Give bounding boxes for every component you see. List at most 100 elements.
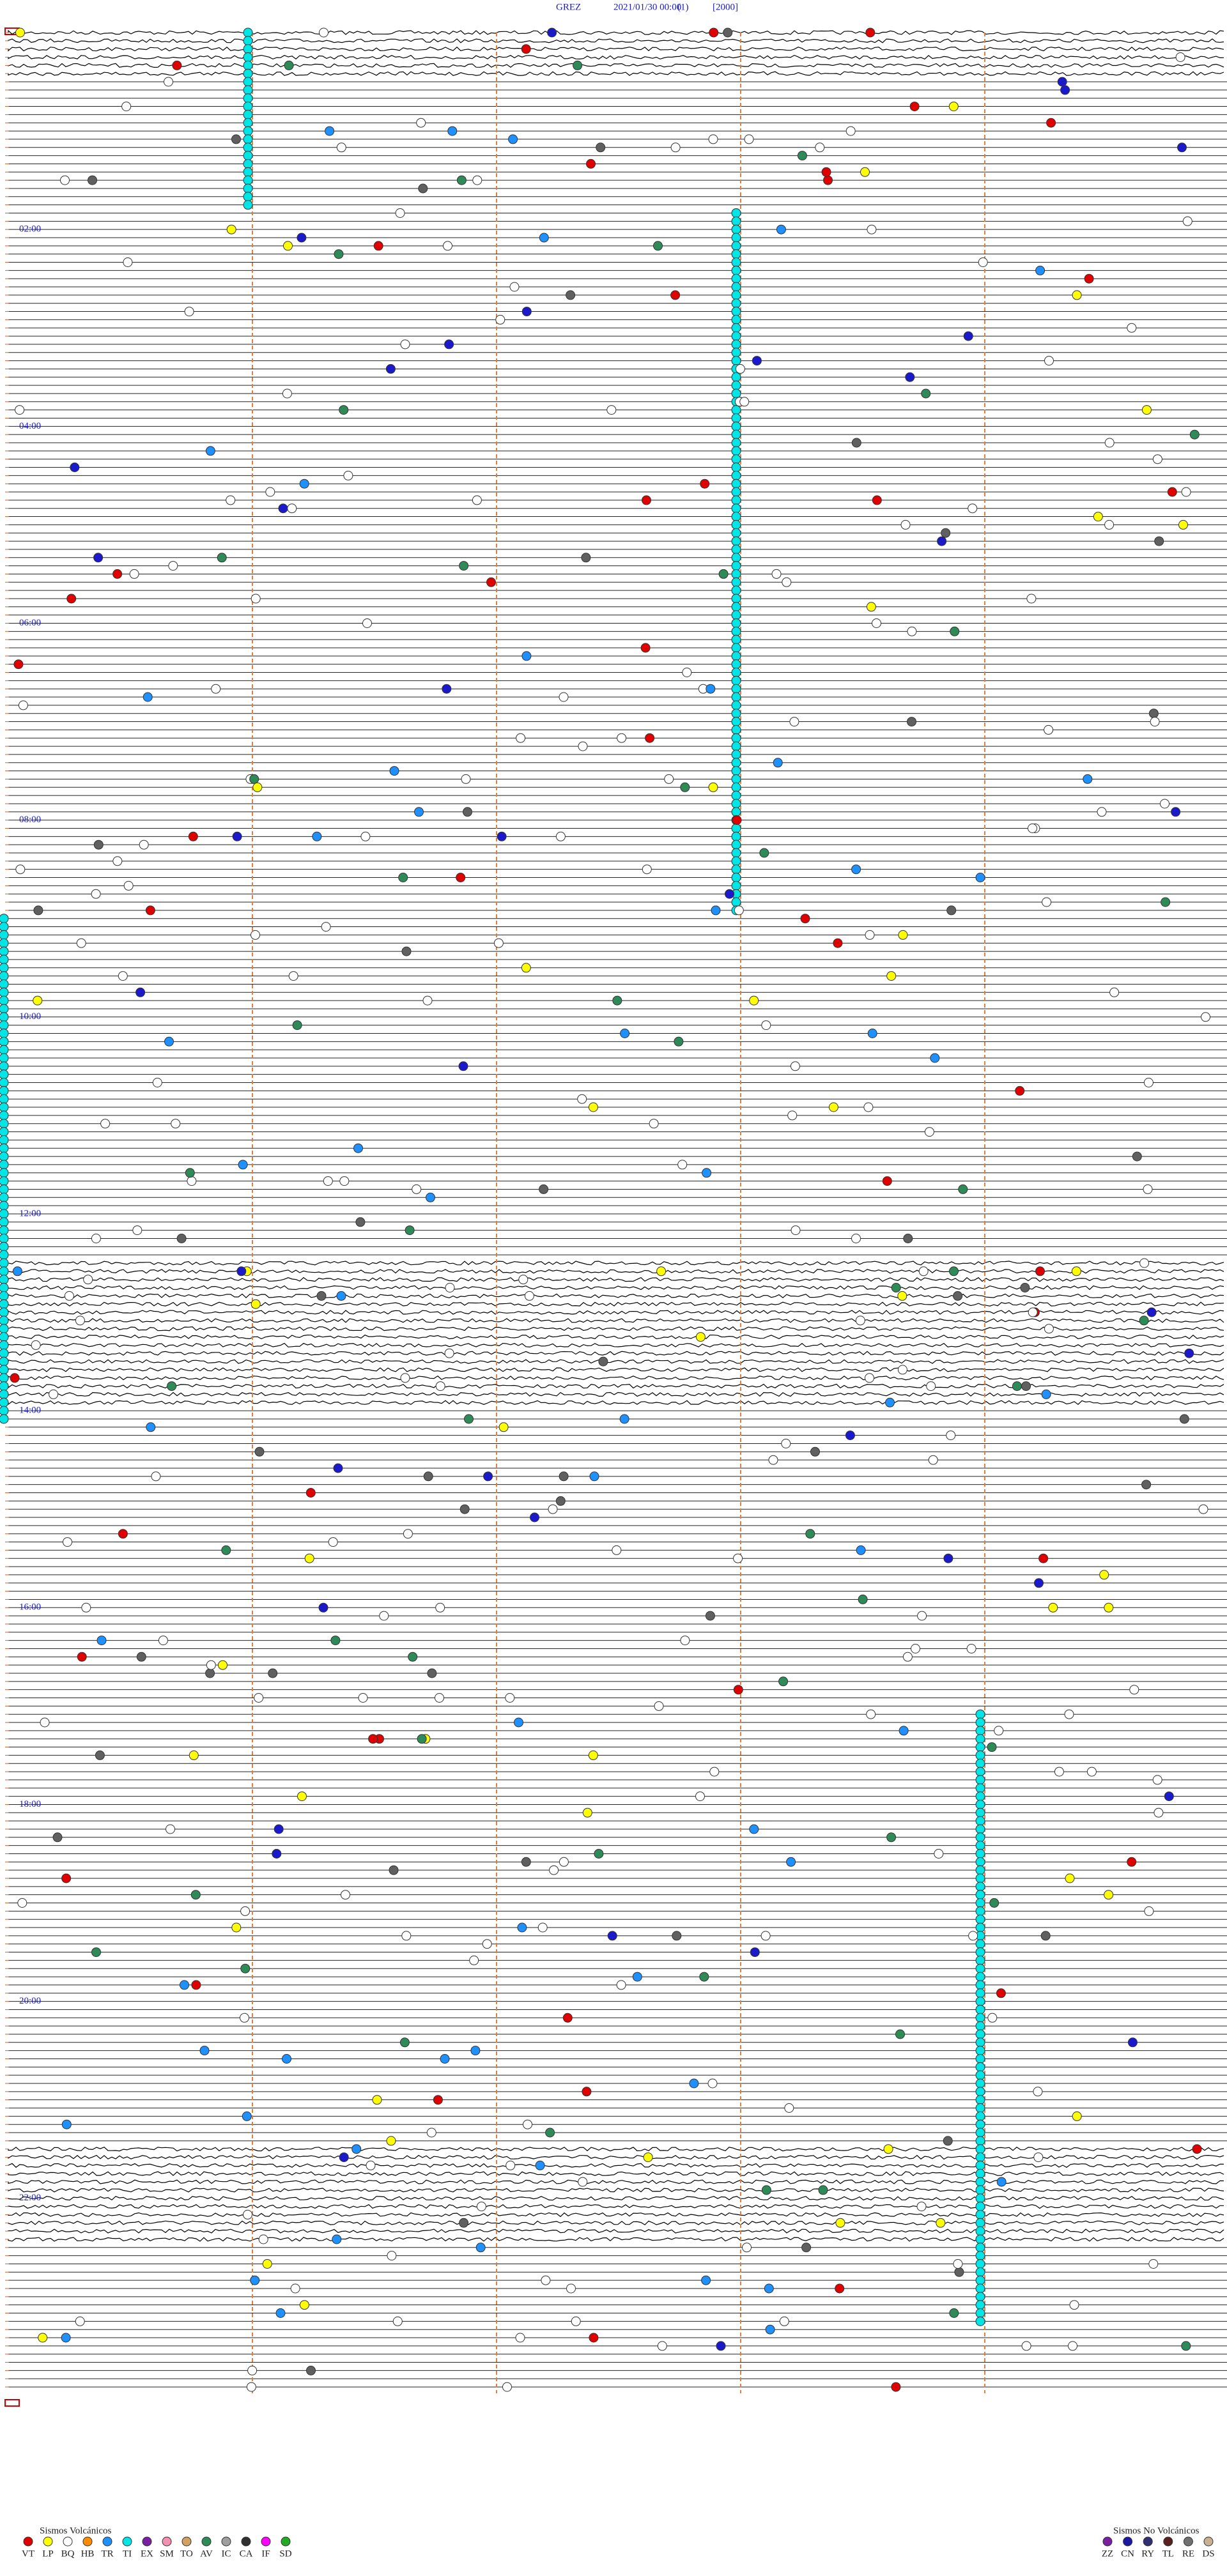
event-marker: [1161, 897, 1171, 907]
event-marker: [731, 519, 741, 530]
event-marker: [851, 438, 861, 448]
legend-swatch: [1143, 2536, 1153, 2547]
event-marker: [243, 167, 253, 177]
time-label: 20:00: [19, 1996, 41, 2006]
event-marker: [399, 2037, 410, 2048]
event-marker: [321, 922, 331, 932]
event-marker: [975, 1742, 985, 1752]
event-marker: [937, 536, 947, 546]
event-marker: [731, 577, 741, 587]
legend-label: DS: [1202, 2549, 1214, 2559]
event-marker: [589, 1471, 599, 1482]
event-marker: [495, 314, 505, 325]
legend-label: RE: [1182, 2549, 1194, 2559]
event-marker: [801, 2242, 812, 2253]
event-marker: [537, 1922, 548, 1933]
event-marker: [653, 241, 663, 251]
event-marker: [339, 2152, 349, 2163]
event-marker: [731, 356, 741, 366]
event-marker: [778, 1676, 789, 1687]
event-marker: [1086, 1767, 1097, 1777]
event-marker: [123, 880, 134, 891]
event-marker: [243, 118, 253, 128]
trace: [8, 1261, 1224, 1266]
event-marker: [941, 528, 951, 538]
event-marker: [81, 1602, 91, 1613]
event-marker: [588, 1750, 598, 1760]
event-marker: [771, 569, 782, 579]
event-marker: [975, 1922, 985, 1933]
event-marker: [33, 905, 43, 916]
event-marker: [744, 134, 754, 144]
event-marker: [254, 1693, 264, 1703]
event-marker: [578, 2177, 588, 2187]
event-marker: [975, 2168, 985, 2179]
time-label: 04:00: [19, 421, 41, 431]
event-marker: [784, 2103, 794, 2113]
trace: [8, 1392, 1224, 1397]
event-marker: [493, 938, 504, 948]
event-marker: [152, 1078, 162, 1087]
event-marker: [582, 1807, 592, 1818]
event-marker: [243, 44, 253, 54]
event-marker: [731, 717, 741, 727]
event-marker: [0, 954, 9, 965]
event-marker: [731, 651, 741, 661]
event-marker: [865, 1373, 874, 1383]
event-marker: [975, 2258, 985, 2269]
event-marker: [61, 2333, 71, 2343]
event-marker: [761, 1020, 771, 1031]
event-marker: [677, 1160, 688, 1170]
event-marker: [0, 1127, 9, 1137]
event-marker: [742, 2242, 752, 2253]
event-marker: [49, 1389, 59, 1399]
event-marker: [1083, 774, 1093, 784]
event-marker: [514, 1717, 523, 1728]
event-marker: [909, 102, 920, 112]
event-marker: [136, 1652, 146, 1662]
legend-label: CA: [240, 2549, 253, 2559]
event-marker: [731, 724, 741, 735]
event-marker: [226, 224, 236, 234]
trace: [8, 1400, 1224, 1406]
event-marker: [810, 1446, 820, 1457]
event-marker: [581, 553, 591, 563]
event-marker: [617, 733, 627, 743]
event-marker: [975, 1914, 985, 1924]
event-marker: [1057, 77, 1067, 87]
trace: [8, 2220, 1224, 2226]
event-marker: [0, 1094, 9, 1104]
event-marker: [93, 553, 104, 563]
event-marker: [31, 1340, 41, 1350]
event-marker: [1072, 290, 1082, 300]
event-marker: [231, 134, 241, 144]
event-marker: [731, 856, 741, 866]
event-marker: [0, 1184, 9, 1194]
event-marker: [405, 1225, 415, 1236]
time-label: 10:00: [19, 1011, 41, 1022]
event-marker: [731, 585, 741, 595]
event-marker: [0, 1151, 9, 1162]
event-marker: [0, 946, 9, 956]
event-marker: [589, 2333, 599, 2343]
event-marker: [243, 151, 253, 161]
event-marker: [96, 1636, 107, 1646]
event-marker: [205, 1668, 215, 1678]
event-marker: [95, 1750, 105, 1760]
event-marker: [953, 2259, 963, 2269]
event-marker: [732, 815, 742, 825]
event-marker: [702, 1168, 712, 1178]
event-marker: [1104, 438, 1115, 448]
event-marker: [657, 2341, 667, 2351]
event-marker: [918, 1266, 929, 1276]
event-marker: [135, 987, 146, 997]
event-marker: [539, 233, 549, 243]
event-marker: [112, 569, 123, 579]
event-marker: [886, 1832, 897, 1843]
event-marker: [725, 889, 734, 899]
event-marker: [731, 348, 741, 358]
event-marker: [934, 1849, 944, 1859]
event-marker: [731, 848, 741, 858]
event-marker: [470, 2046, 481, 2056]
event-marker: [416, 118, 426, 128]
